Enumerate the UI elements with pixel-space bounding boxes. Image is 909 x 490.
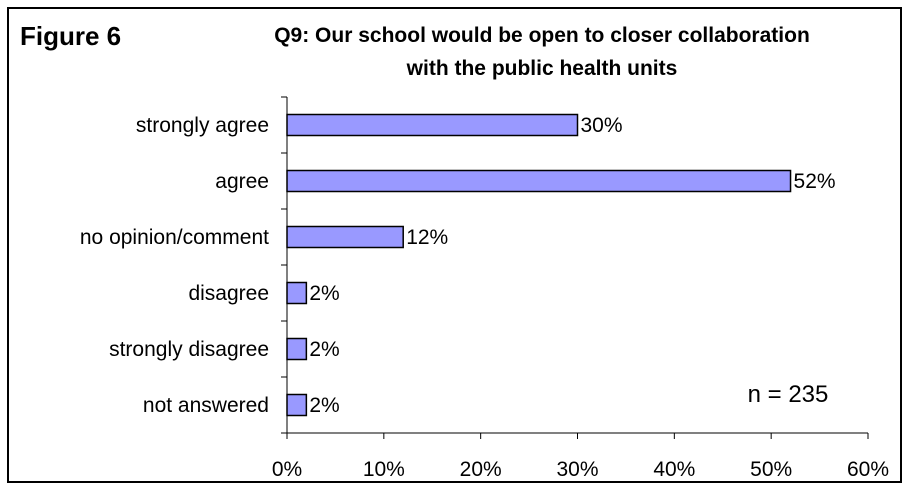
x-tick-label: 0% (272, 458, 302, 481)
data-label: 12% (406, 226, 448, 249)
plot-area: 0% 10% 20% 30% 40% 50% 60% strongly agree 30% agr… (80, 96, 889, 481)
chart-title-line-1: Q9: Our school would be open to closer c… (274, 24, 810, 47)
bar (286, 393, 308, 417)
bar (286, 281, 308, 305)
category-label: strongly disagree (109, 338, 269, 361)
x-tick-label: 60% (847, 458, 889, 481)
category-label: disagree (188, 282, 269, 305)
category-label: no opinion/comment (80, 226, 269, 249)
bar (286, 225, 404, 249)
bar (286, 113, 579, 137)
figure-label: Figure 6 (20, 21, 121, 51)
chart-title-line-2: with the public health units (406, 57, 678, 80)
data-label: 2% (309, 394, 339, 417)
sample-size-annotation: n = 235 (748, 381, 829, 408)
category-label: strongly agree (136, 114, 269, 137)
bar (286, 169, 792, 193)
x-tick-label: 50% (750, 458, 792, 481)
data-label: 2% (309, 282, 339, 305)
data-label: 2% (309, 338, 339, 361)
data-label: 52% (794, 170, 836, 193)
category-label: agree (215, 170, 269, 193)
x-tick-label: 20% (460, 458, 502, 481)
data-label: 30% (581, 114, 623, 137)
x-tick-label: 40% (653, 458, 695, 481)
figure-frame (7, 7, 902, 483)
x-tick-label: 30% (556, 458, 598, 481)
bar (286, 337, 308, 361)
x-tick-label: 10% (363, 458, 405, 481)
category-label: not answered (143, 394, 269, 417)
